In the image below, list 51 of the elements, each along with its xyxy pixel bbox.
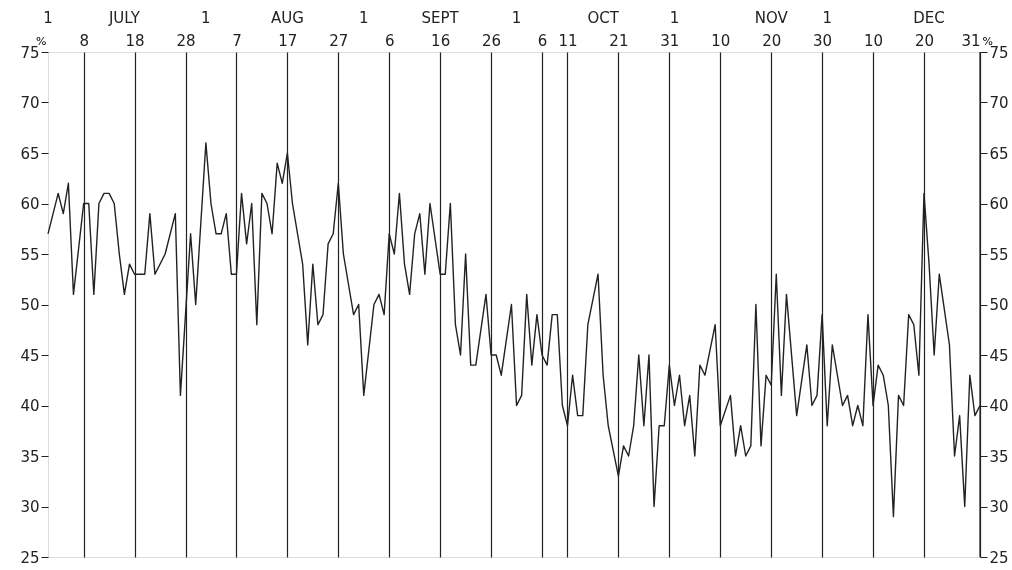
y-tick-label: 55: [20, 245, 40, 264]
y-tick-label: 40: [20, 397, 40, 415]
x-tick-label: 30: [813, 31, 833, 50]
y2-tick-label: 25: [989, 548, 1009, 567]
x-tick-label: 17: [278, 31, 298, 50]
x-tick-label: 18: [125, 31, 145, 50]
y-tick-label: 65: [20, 144, 40, 163]
x-tick-label: 20: [914, 31, 935, 50]
x-tick-label: 7: [232, 31, 242, 50]
x-tick-label: 31: [660, 31, 680, 50]
y2-tick-label: 70: [989, 94, 1009, 112]
y2-tick-label: 60: [989, 195, 1009, 213]
y-tick-label: 50: [20, 296, 40, 314]
x2-tick-label: 1: [201, 9, 211, 27]
x2-tick-label: 1: [669, 9, 680, 27]
x-tick-label: 10: [864, 31, 884, 50]
x-tick-label: 20: [762, 31, 782, 50]
y-tick-label: 45: [20, 346, 40, 365]
x-tick-label: 6: [537, 31, 548, 50]
x-tick-label: 31: [961, 31, 981, 50]
y2-tick-label: 35: [989, 447, 1009, 466]
y-tick-label: 70: [20, 94, 40, 112]
x2-tick-label: 1: [822, 9, 832, 27]
y-tick-label: 60: [20, 195, 40, 213]
x2-tick-label: OCT: [587, 9, 620, 27]
x-tick-label: 28: [176, 31, 196, 50]
x-tick-label: 16: [431, 31, 451, 50]
y-tick-label: 35: [20, 447, 40, 466]
x2-tick-label: AUG: [270, 9, 304, 27]
y2-tick-label: 65: [989, 144, 1009, 163]
x-tick-label: 6: [384, 31, 395, 50]
y2-tick-label: 30: [989, 498, 1009, 516]
x-tick-label: 8: [79, 31, 89, 50]
y-tick-label: 30: [20, 498, 40, 516]
x2-tick-label: 1: [358, 9, 369, 27]
x2-tick-label: 1: [43, 9, 53, 27]
x-tick-label: 11: [558, 31, 578, 50]
x2-tick-label: NOV: [754, 9, 789, 27]
x2-tick-label: SEPT: [421, 9, 460, 27]
y2-tick-label: 50: [989, 296, 1009, 314]
y2-tick-label: 45: [989, 346, 1009, 365]
x2-tick-label: JULY: [107, 9, 141, 27]
x-tick-label: 26: [482, 31, 502, 50]
y2-tick-label: 55: [989, 245, 1009, 264]
x2-tick-label: 1: [511, 9, 522, 27]
x-tick-label: 21: [609, 31, 629, 50]
x2-tick-label: DEC: [913, 9, 945, 27]
x-tick-label: 10: [711, 31, 731, 50]
x-tick-label: 27: [329, 31, 349, 50]
y2-tick-label: 40: [989, 397, 1009, 415]
y-tick-label: 25: [20, 548, 40, 567]
